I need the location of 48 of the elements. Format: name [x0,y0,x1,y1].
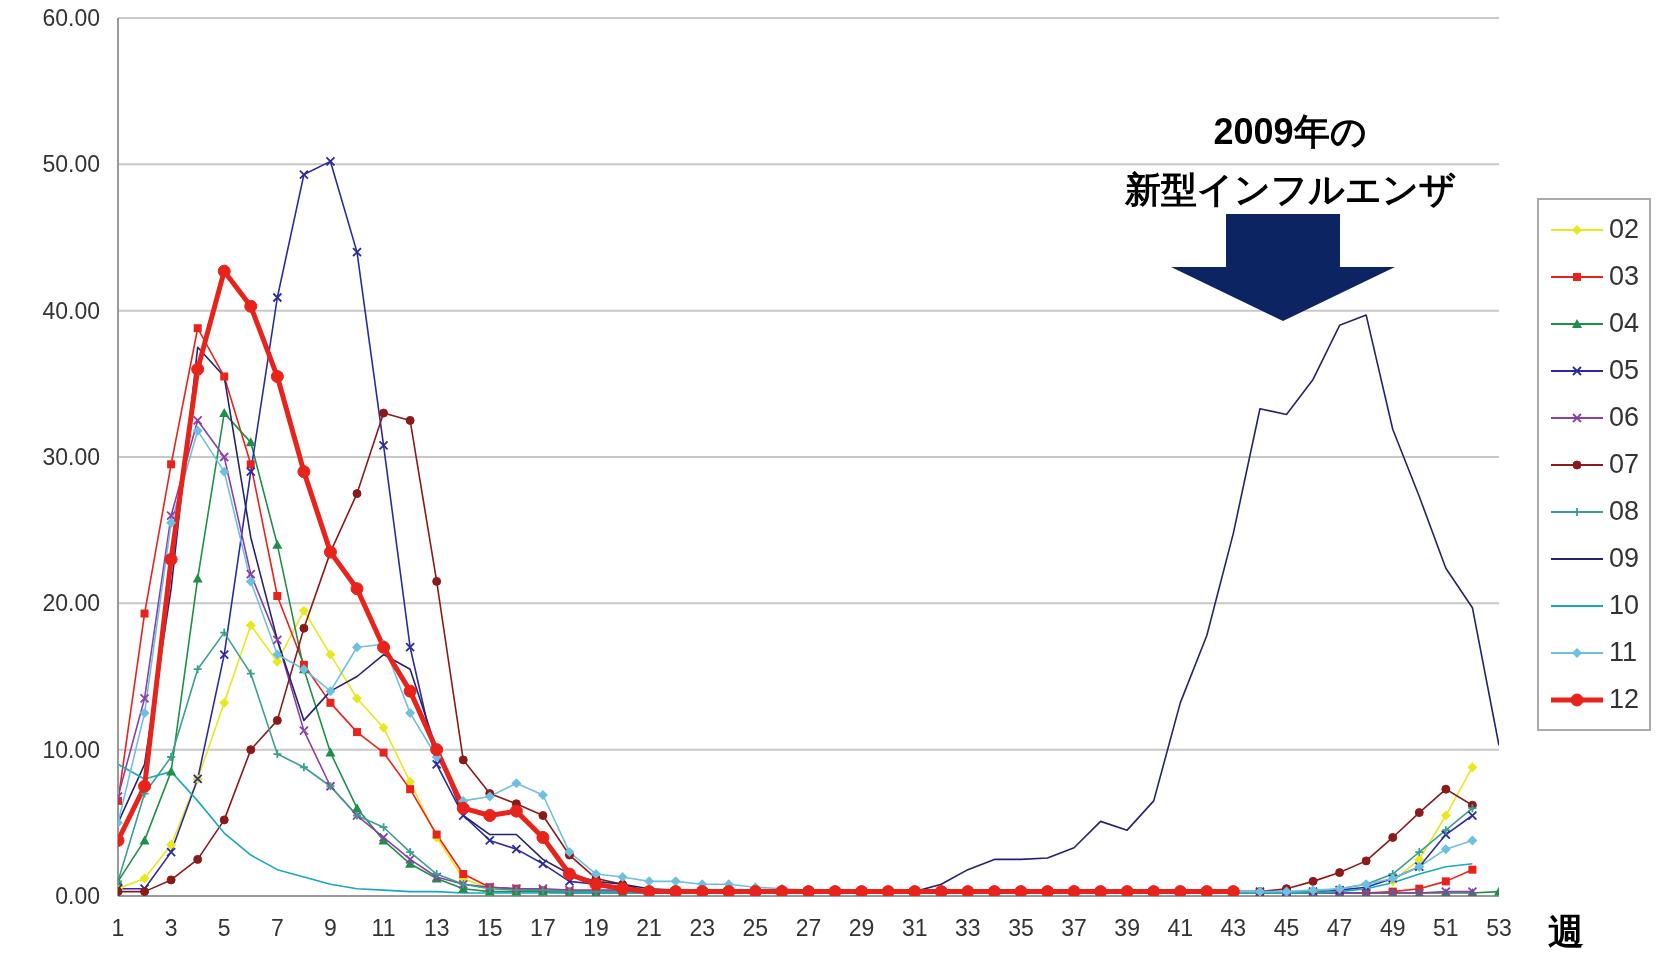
annotation: 2009年の [1212,110,1368,154]
annotation: 新型インフルエンザ [1123,168,1457,212]
x-tick-label: 25 [742,915,769,942]
x-tick-label: 3 [164,915,178,942]
x-tick-label: 5 [217,915,231,942]
legend-label: 04 [1608,308,1639,339]
legend-label: 06 [1608,402,1639,433]
legend-label: 11 [1608,637,1637,668]
x-tick-label: 43 [1220,915,1247,942]
legend-label: 09 [1608,543,1639,574]
x-tick-label: 35 [1008,915,1034,942]
y-tick-label: 0.00 [55,883,100,910]
y-tick-label: 10.00 [42,736,100,763]
y-tick-label: 30.00 [42,444,100,471]
x-tick-label: 33 [955,915,981,942]
x-tick-label: 27 [795,915,822,942]
x-tick-label: 11 [371,915,396,942]
x-tick-label: 17 [530,915,556,942]
x-tick-label: 37 [1061,915,1087,942]
x-tick-label: 15 [477,915,503,942]
x-tick-label: 39 [1114,915,1140,942]
legend-label: 08 [1608,496,1639,527]
x-tick-label: 21 [636,915,662,942]
x-tick-label: 49 [1379,915,1406,942]
legend-label: 12 [1608,684,1639,715]
y-tick-label: 60.00 [42,5,100,32]
x-tick-label: 9 [324,915,337,942]
x-tick-label: 29 [848,915,875,942]
x-tick-label: 53 [1486,915,1512,942]
legend-label: 02 [1608,214,1639,245]
y-tick-label: 50.00 [42,151,100,178]
x-tick-label: 13 [423,915,450,942]
x-tick-label: 51 [1433,915,1459,942]
y-tick-label: 40.00 [42,297,100,324]
x-tick-label: 1 [111,915,125,942]
legend-label: 07 [1608,449,1639,480]
x-tick-label: 19 [583,915,609,942]
x-tick-label: 23 [689,915,716,942]
legend-label: 03 [1608,261,1639,292]
x-tick-label: 31 [901,915,928,942]
x-axis-title: 週 [1548,910,1584,954]
x-tick-label: 7 [270,915,284,942]
legend-label: 05 [1608,355,1639,386]
x-tick-label: 47 [1326,915,1353,942]
x-tick-label: 41 [1167,915,1194,942]
y-tick-label: 20.00 [42,590,100,617]
legend-label: 10 [1608,590,1639,621]
x-tick-label: 45 [1273,915,1300,942]
